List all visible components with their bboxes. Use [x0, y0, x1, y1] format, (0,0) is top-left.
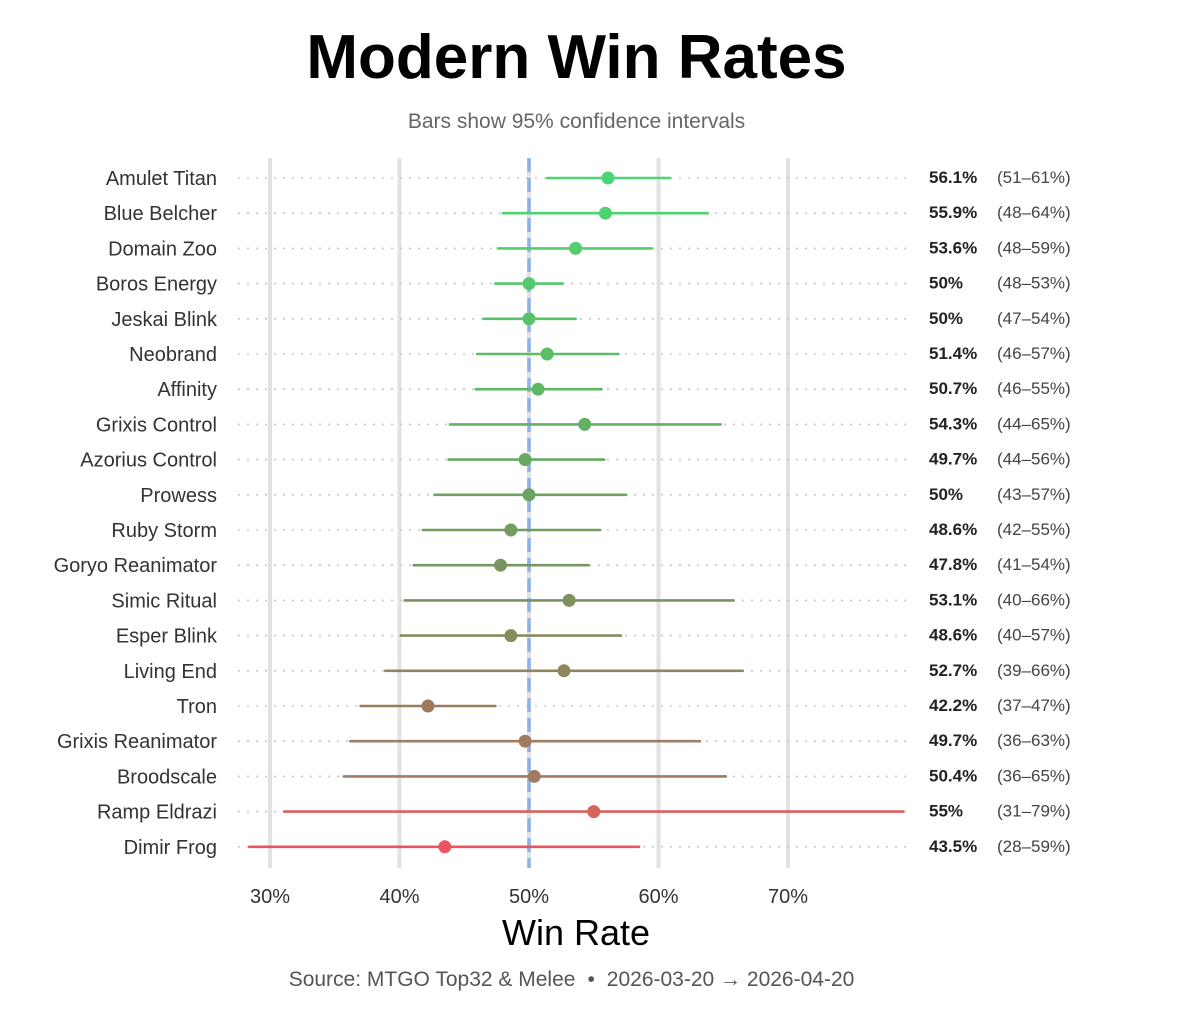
win-rate-label: 52.7%	[929, 661, 977, 680]
label-layer: 30% 40% 50% 60% 70% Amulet Titan 56.1% (51–61%)…	[54, 168, 1071, 908]
win-rate-point	[569, 241, 583, 255]
win-rate-label: 51.4%	[929, 344, 977, 363]
ci-range-label: (37–47%)	[997, 696, 1071, 715]
win-rate-label: 55%	[929, 802, 963, 821]
ci-range-label: (44–65%)	[997, 414, 1071, 433]
win-rate-point	[522, 277, 536, 291]
win-rate-label: 50%	[929, 309, 963, 328]
deck-name-label: Prowess	[140, 485, 217, 507]
x-tick-label: 50%	[509, 886, 549, 908]
win-rate-point	[421, 699, 435, 713]
win-rate-point	[438, 840, 452, 854]
deck-name-label: Simic Ritual	[111, 590, 217, 612]
deck-name-label: Azorius Control	[80, 450, 217, 472]
ci-range-label: (40–57%)	[997, 626, 1071, 645]
win-rate-label: 43.5%	[929, 837, 977, 856]
win-rate-label: 50%	[929, 485, 963, 504]
deck-name-label: Tron	[177, 696, 217, 718]
chart-title: Modern Win Rates	[306, 23, 847, 92]
win-rate-point	[562, 593, 576, 607]
deck-name-label: Living End	[124, 661, 217, 683]
win-rate-label: 49.7%	[929, 731, 977, 750]
deck-name-label: Domain Zoo	[108, 238, 217, 260]
win-rate-label: 48.6%	[929, 520, 977, 539]
deck-name-label: Grixis Control	[96, 414, 217, 436]
win-rate-label: 47.8%	[929, 555, 977, 574]
win-rate-point	[494, 558, 508, 572]
ci-range-label: (28–59%)	[997, 837, 1071, 856]
win-rate-point	[587, 805, 601, 819]
ci-range-label: (39–66%)	[997, 661, 1071, 680]
deck-name-label: Jeskai Blink	[111, 309, 218, 331]
win-rate-label: 50%	[929, 274, 963, 293]
win-rate-point	[527, 769, 541, 783]
x-tick-label: 70%	[768, 886, 808, 908]
deck-name-label: Affinity	[157, 379, 217, 401]
win-rate-point	[531, 382, 545, 396]
ci-range-label: (47–54%)	[997, 309, 1071, 328]
ci-range-label: (36–65%)	[997, 766, 1071, 785]
win-rate-label: 53.6%	[929, 238, 977, 257]
win-rate-point	[557, 664, 571, 678]
win-rate-point	[522, 488, 536, 502]
footer-separator: •	[587, 968, 595, 991]
win-rate-label: 48.6%	[929, 626, 977, 645]
ci-range-label: (46–55%)	[997, 379, 1071, 398]
chart-footer: Source: MTGO Top32 & Melee • 2026-03-20 → …	[0, 968, 1143, 992]
chart-subtitle: Bars show 95% confidence intervals	[407, 110, 746, 133]
win-rate-label: 55.9%	[929, 203, 977, 222]
deck-name-label: Neobrand	[129, 344, 217, 366]
ci-range-label: (31–79%)	[997, 802, 1071, 821]
win-rate-label: 49.7%	[929, 450, 977, 469]
win-rate-point	[522, 312, 536, 326]
win-rate-label: 50.7%	[929, 379, 977, 398]
win-rate-label: 50.4%	[929, 766, 977, 785]
win-rate-label: 42.2%	[929, 696, 977, 715]
win-rate-point	[578, 417, 592, 431]
deck-name-label: Broodscale	[117, 766, 217, 788]
ci-range-label: (44–56%)	[997, 450, 1071, 469]
win-rate-point	[540, 347, 554, 361]
win-rate-point	[598, 206, 612, 220]
ci-range-label: (41–54%)	[997, 555, 1071, 574]
win-rate-label: 56.1%	[929, 168, 977, 187]
deck-name-label: Amulet Titan	[106, 168, 217, 190]
win-rate-point	[518, 734, 532, 748]
win-rate-point	[504, 523, 518, 537]
win-rate-point	[601, 171, 615, 185]
win-rate-label: 54.3%	[929, 414, 977, 433]
deck-name-label: Esper Blink	[116, 626, 218, 648]
x-tick-label: 30%	[250, 886, 290, 908]
ci-range-label: (51–61%)	[997, 168, 1071, 187]
ci-range-label: (43–57%)	[997, 485, 1071, 504]
win-rate-point	[504, 629, 518, 643]
grid-layer	[268, 158, 790, 868]
ci-range-label: (48–53%)	[997, 274, 1071, 293]
ci-range-label: (46–57%)	[997, 344, 1071, 363]
win-rate-point	[518, 453, 532, 467]
deck-name-label: Ruby Storm	[111, 520, 217, 542]
deck-name-label: Dimir Frog	[124, 837, 217, 859]
win-rate-label: 53.1%	[929, 590, 977, 609]
row-guide-layer	[238, 177, 908, 848]
x-axis-title: Win Rate	[502, 912, 650, 953]
source-text: Source: MTGO Top32 & Melee	[288, 968, 576, 991]
x-tick-label: 60%	[638, 886, 678, 908]
ci-range-label: (48–59%)	[997, 238, 1071, 257]
deck-name-label: Goryo Reanimator	[54, 555, 218, 577]
ci-range-label: (42–55%)	[997, 520, 1071, 539]
mark-layer	[247, 171, 905, 854]
deck-name-label: Blue Belcher	[104, 203, 218, 225]
x-tick-label: 40%	[379, 886, 419, 908]
ci-range-label: (36–63%)	[997, 731, 1071, 750]
deck-name-label: Boros Energy	[96, 274, 217, 296]
date-range: 2026-03-20 → 2026-04-20	[606, 968, 855, 991]
deck-name-label: Ramp Eldrazi	[97, 802, 217, 824]
ci-range-label: (48–64%)	[997, 203, 1071, 222]
deck-name-label: Grixis Reanimator	[57, 731, 217, 753]
ci-range-label: (40–66%)	[997, 590, 1071, 609]
